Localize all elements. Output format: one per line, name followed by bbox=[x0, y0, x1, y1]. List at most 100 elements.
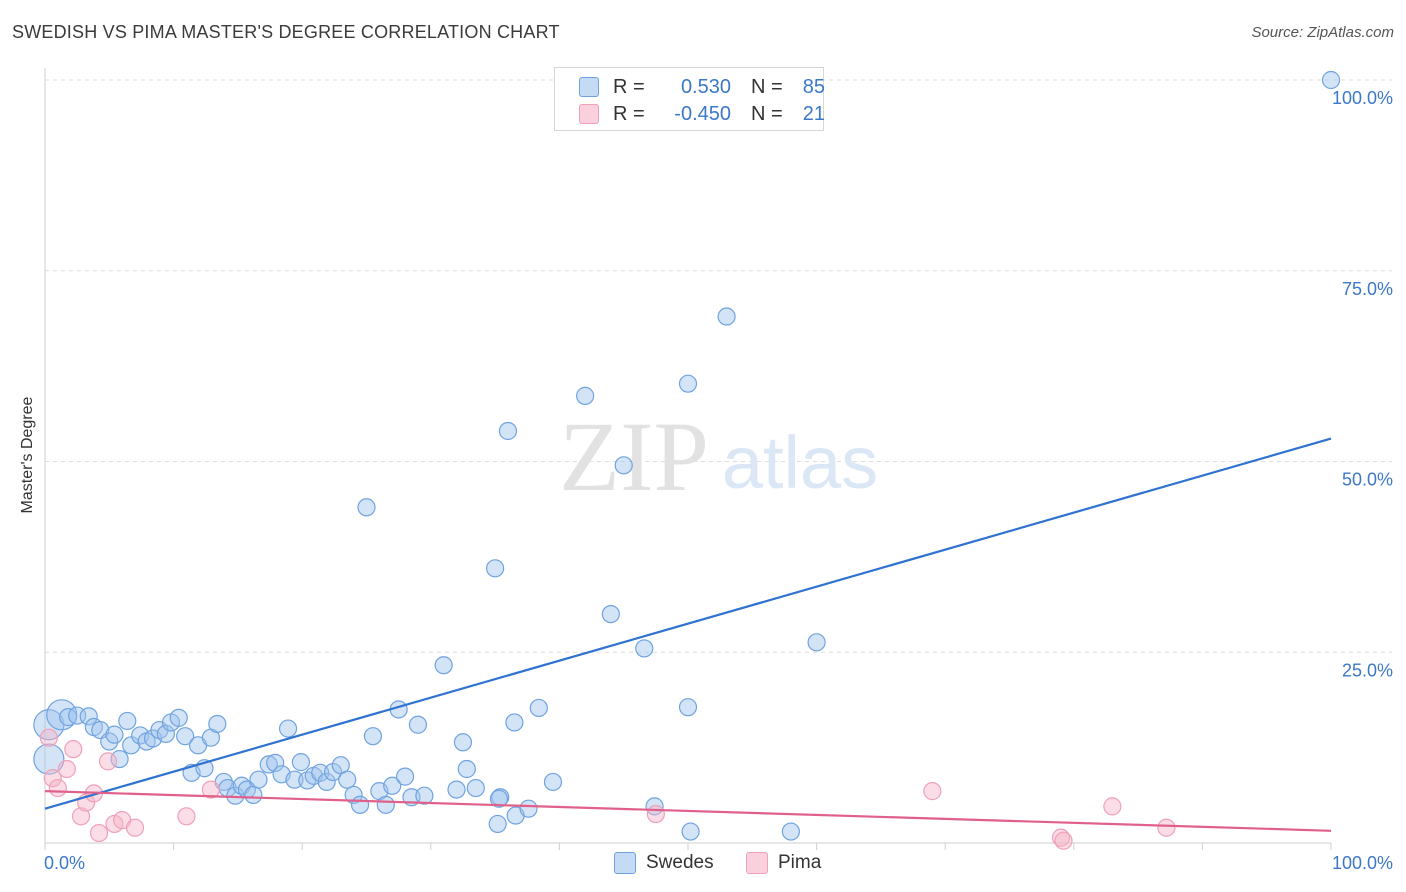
swedes-point bbox=[415, 786, 434, 805]
trend-lines bbox=[44, 437, 1332, 832]
swedes-point bbox=[122, 736, 141, 755]
y-axis-title: Master's Degree bbox=[19, 396, 36, 514]
tick-labels: 25.0% 50.0% 75.0% 100.0% 0.0% 100.0% bbox=[44, 88, 1393, 873]
swedes-point bbox=[357, 498, 376, 517]
swedes-point bbox=[169, 708, 188, 727]
legend-n-label: N = bbox=[751, 102, 783, 125]
swedes-point bbox=[317, 772, 336, 792]
pima-point bbox=[646, 804, 665, 824]
swedes-point bbox=[79, 707, 98, 726]
watermark: ZIP atlas bbox=[559, 401, 878, 512]
pima-label: Pima bbox=[778, 852, 822, 873]
y-tick-label: 75.0% bbox=[1342, 279, 1393, 299]
swedes-points bbox=[33, 70, 1341, 841]
swedes-point bbox=[311, 763, 330, 782]
pima-point bbox=[57, 759, 76, 779]
legend-swatch-swedes bbox=[579, 77, 599, 97]
watermark-zip: ZIP bbox=[559, 401, 709, 512]
swedes-label: Swedes bbox=[646, 852, 714, 873]
swedes-point bbox=[259, 755, 278, 774]
legend-row-swedes: R = 0.530 N = 85 bbox=[579, 75, 825, 99]
swedes-point bbox=[635, 639, 654, 658]
pima-point bbox=[1157, 818, 1176, 837]
swedes-swatch bbox=[614, 852, 636, 874]
swedes-point bbox=[447, 780, 466, 799]
pima-point bbox=[64, 740, 83, 759]
legend-r-value: -0.450 bbox=[674, 102, 731, 125]
pima-point bbox=[48, 778, 67, 798]
pima-point bbox=[43, 769, 62, 788]
chart-title: SWEDISH VS PIMA MASTER'S DEGREE CORRELAT… bbox=[12, 22, 560, 42]
swedes-point bbox=[338, 770, 357, 789]
pima-trend-line bbox=[44, 790, 1332, 832]
pima-point bbox=[177, 807, 196, 826]
y-tick-label: 25.0% bbox=[1342, 660, 1393, 680]
swedes-point bbox=[278, 719, 298, 738]
grid-lines bbox=[45, 79, 1392, 653]
swedes-point bbox=[244, 785, 263, 805]
swedes-trend-line bbox=[44, 437, 1332, 810]
swedes-point bbox=[408, 715, 428, 734]
swedes-point bbox=[519, 799, 538, 818]
pima-point bbox=[923, 782, 942, 801]
pima-point bbox=[201, 780, 220, 799]
y-tick-label: 100.0% bbox=[1332, 88, 1393, 108]
swedes-point bbox=[576, 386, 595, 405]
swedes-point bbox=[156, 724, 175, 743]
swedes-point bbox=[678, 698, 698, 717]
legend-n-value: 21 bbox=[802, 102, 825, 125]
legend-row-pima: R = -0.450 N = 21 bbox=[579, 102, 825, 126]
swedes-point bbox=[363, 727, 383, 746]
y-tick-label: 50.0% bbox=[1342, 470, 1393, 490]
swedes-point bbox=[249, 770, 268, 789]
swedes-point bbox=[266, 753, 285, 772]
pima-points bbox=[39, 728, 1176, 850]
legend-swatch-pima bbox=[579, 104, 599, 124]
watermark-atlas: atlas bbox=[722, 421, 878, 504]
swedes-point bbox=[457, 759, 476, 779]
swedes-point bbox=[383, 776, 402, 795]
swedes-point bbox=[376, 795, 395, 814]
swedes-point bbox=[323, 762, 343, 782]
series-legend: Swedes Pima bbox=[0, 852, 1406, 878]
swedes-point bbox=[488, 814, 507, 834]
swedes-point bbox=[466, 778, 485, 798]
swedes-point bbox=[291, 753, 311, 772]
swedes-point bbox=[1321, 70, 1341, 90]
swedes-point bbox=[678, 374, 698, 393]
pima-point bbox=[1051, 828, 1071, 847]
swedes-point bbox=[285, 770, 304, 789]
swedes-point bbox=[110, 749, 129, 769]
swedes-point bbox=[601, 604, 620, 624]
pima-swatch bbox=[746, 852, 768, 874]
legend-n-value: 85 bbox=[802, 75, 825, 98]
legend-r-label: R = bbox=[613, 75, 645, 98]
pima-point bbox=[71, 807, 91, 826]
swedes-point bbox=[614, 456, 633, 475]
swedes-point bbox=[543, 772, 563, 792]
swedes-point bbox=[453, 733, 473, 752]
legend-item-swedes: Swedes bbox=[614, 852, 714, 874]
swedes-point bbox=[717, 307, 736, 326]
swedes-point bbox=[350, 795, 370, 814]
pima-point bbox=[1054, 831, 1073, 850]
source-label: Source: ZipAtlas.com bbox=[1251, 24, 1394, 41]
pima-point bbox=[125, 818, 145, 837]
swedes-point bbox=[529, 698, 548, 718]
x-tick-label: 100.0% bbox=[1332, 853, 1393, 873]
swedes-point bbox=[208, 714, 227, 734]
swedes-point bbox=[118, 711, 137, 731]
legend-r-label: R = bbox=[613, 102, 645, 125]
pima-point bbox=[39, 728, 58, 747]
swedes-point bbox=[33, 743, 65, 775]
swedes-point bbox=[344, 785, 363, 805]
swedes-point bbox=[434, 656, 453, 675]
swedes-point bbox=[395, 767, 415, 786]
legend-n-label: N = bbox=[751, 75, 783, 98]
swedes-point bbox=[486, 559, 505, 578]
swedes-point bbox=[489, 789, 509, 808]
swedes-point bbox=[59, 708, 78, 727]
swedes-point bbox=[498, 421, 518, 441]
swedes-point bbox=[807, 633, 826, 652]
